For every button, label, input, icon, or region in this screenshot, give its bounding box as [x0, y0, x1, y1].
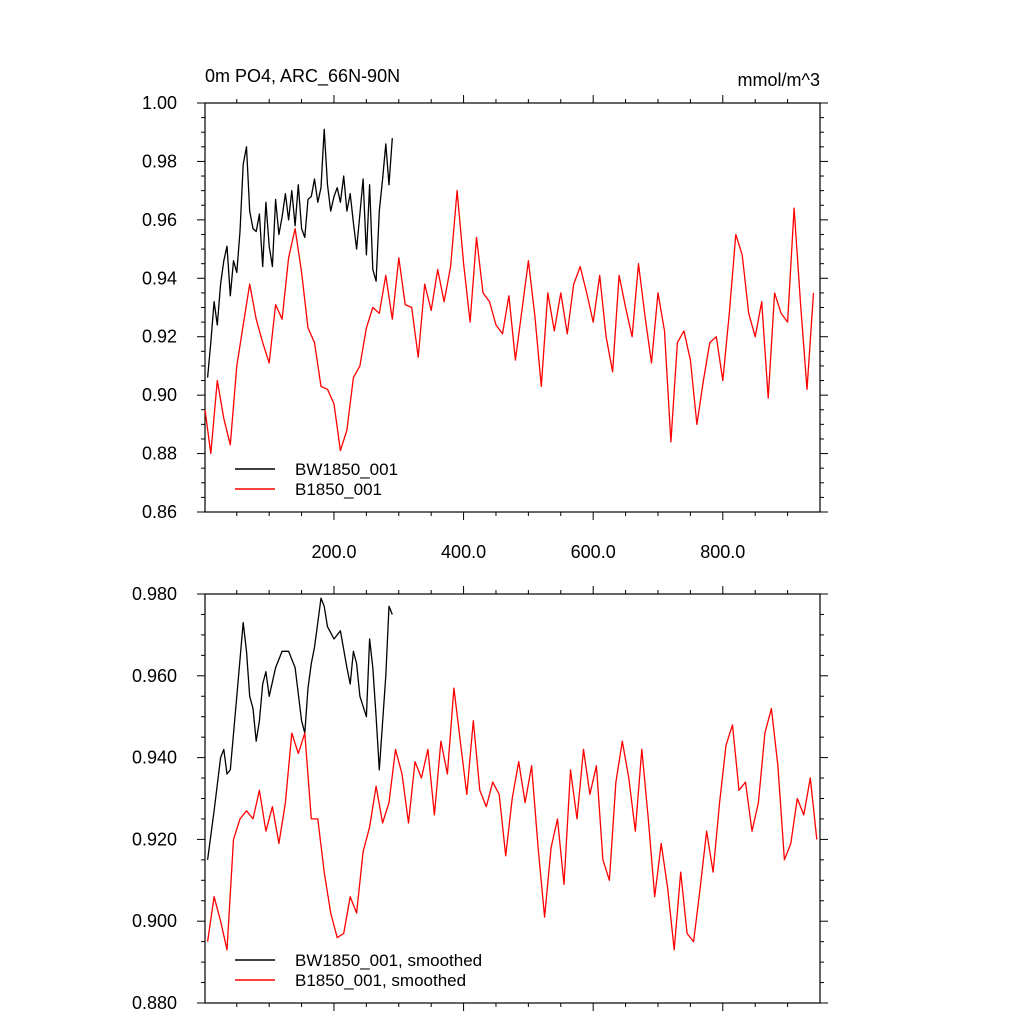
x-tick-label: 200.0: [311, 542, 356, 562]
y-tick-label: 0.960: [132, 666, 177, 686]
chart-title: 0m PO4, ARC_66N-90N: [205, 66, 400, 87]
series-line-b1850: [204, 189, 815, 455]
x-tick-label: 600.0: [571, 542, 616, 562]
legend-label: BW1850_001, smoothed: [295, 951, 482, 970]
legend-label: B1850_001, smoothed: [295, 971, 466, 990]
y-tick-label: 0.88: [142, 444, 177, 464]
x-tick-label: 800.0: [700, 542, 745, 562]
y-tick-label: 0.96: [142, 210, 177, 230]
y-tick-label: 0.900: [132, 911, 177, 931]
y-tick-label: 0.920: [132, 829, 177, 849]
y-tick-label: 0.86: [142, 502, 177, 522]
y-tick-label: 0.980: [132, 584, 177, 604]
series-line-b1850: [206, 687, 818, 951]
y-tick-label: 1.00: [142, 93, 177, 113]
y-tick-label: 0.90: [142, 385, 177, 405]
units-label: mmol/m^3: [738, 70, 820, 90]
legend-label: B1850_001: [295, 480, 382, 499]
x-tick-label: 400.0: [441, 542, 486, 562]
series-line-bw1850: [206, 128, 393, 378]
y-tick-label: 0.92: [142, 327, 177, 347]
y-tick-label: 0.94: [142, 268, 177, 288]
panel-top-raw-series: 0.86 0.88 0.90 0.92 0.94 0.96 0.98 1.00 200.0 400…: [142, 66, 828, 562]
y-tick-label: 0.940: [132, 748, 177, 768]
legend-label: BW1850_001: [295, 460, 398, 479]
y-tick-label: 0.98: [142, 151, 177, 171]
y-tick-label: 0.880: [132, 993, 177, 1013]
panel-bottom-smoothed-series: 0.880 0.900 0.920 0.940 0.960 0.980 BW1850_001…: [132, 584, 828, 1013]
